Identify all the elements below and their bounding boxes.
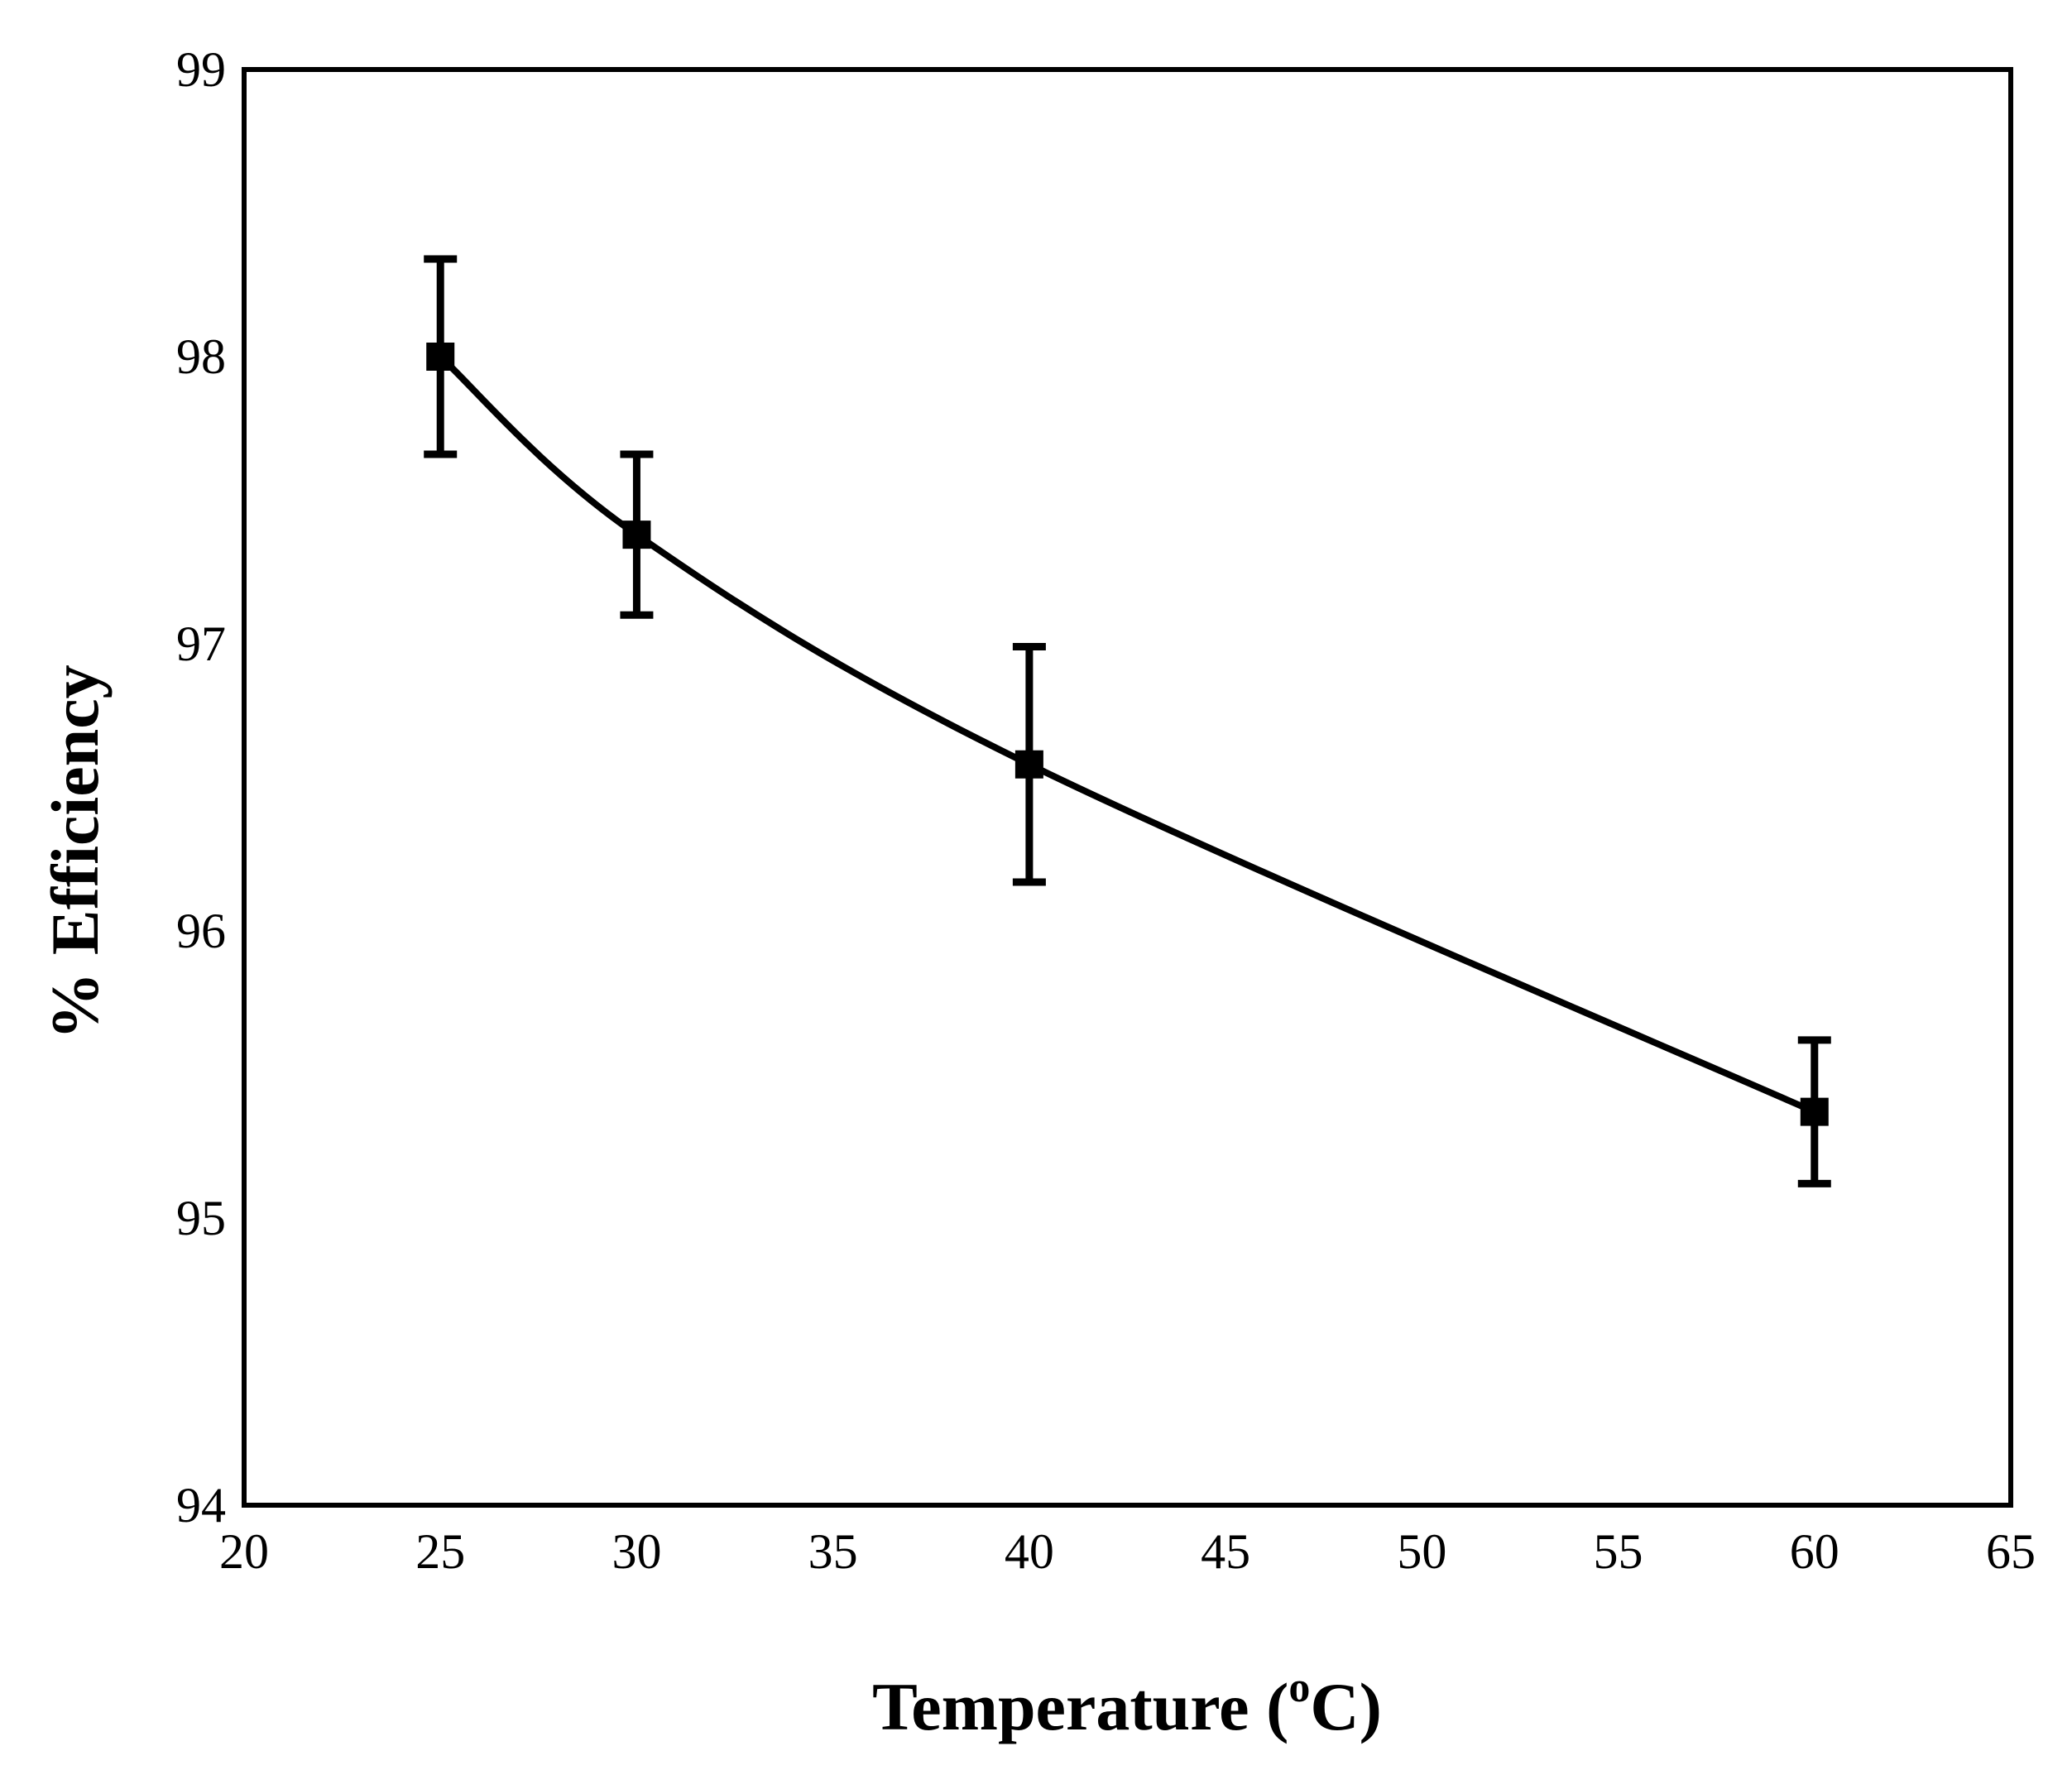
x-axis-title-main: Temperature ( bbox=[872, 1669, 1288, 1744]
y-tick-label: 96 bbox=[176, 904, 226, 958]
x-tick-label: 65 bbox=[1986, 1524, 2036, 1579]
x-tick-label: 60 bbox=[1790, 1524, 1839, 1579]
y-axis: 94 95 96 97 98 99 bbox=[176, 42, 226, 1533]
y-tick-label: 94 bbox=[176, 1478, 226, 1533]
y-tick-label: 97 bbox=[176, 616, 226, 671]
x-tick-label: 20 bbox=[219, 1524, 269, 1579]
y-tick-label: 99 bbox=[176, 42, 226, 97]
x-tick-label: 50 bbox=[1397, 1524, 1446, 1579]
data-point-marker bbox=[1800, 1097, 1829, 1126]
plot-frame bbox=[242, 67, 2013, 1508]
series-line bbox=[438, 354, 1816, 1115]
x-tick-label: 30 bbox=[612, 1524, 661, 1579]
y-tick-label: 98 bbox=[176, 329, 226, 384]
data-point-marker bbox=[426, 343, 455, 371]
x-tick-label: 35 bbox=[808, 1524, 858, 1579]
x-axis-title-superscript: o bbox=[1288, 1664, 1310, 1711]
data-point-marker bbox=[1014, 750, 1043, 779]
data-point-marker bbox=[622, 520, 651, 549]
x-tick-label: 25 bbox=[415, 1524, 465, 1579]
y-tick-label: 95 bbox=[176, 1191, 226, 1245]
x-tick-label: 55 bbox=[1594, 1524, 1643, 1579]
x-tick-label: 40 bbox=[1005, 1524, 1054, 1579]
x-tick-label: 45 bbox=[1201, 1524, 1250, 1579]
series-layer bbox=[424, 255, 1831, 1187]
x-axis: 20 25 30 35 40 45 50 55 60 65 bbox=[219, 1524, 2036, 1579]
x-axis-title-suffix: C) bbox=[1310, 1669, 1382, 1744]
x-axis-title: Temperature (oC) bbox=[872, 1664, 1382, 1744]
y-axis-title: % Efficiency bbox=[37, 664, 113, 1039]
